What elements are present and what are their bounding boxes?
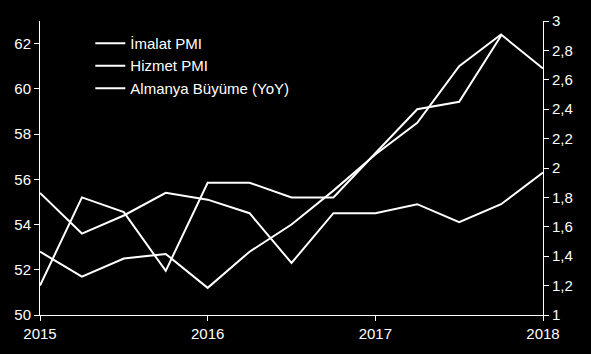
svg-text:2,6: 2,6 [552, 71, 573, 88]
svg-text:1,2: 1,2 [552, 277, 573, 294]
svg-text:62: 62 [14, 35, 31, 52]
svg-text:2,4: 2,4 [552, 100, 573, 117]
svg-text:50: 50 [14, 306, 31, 323]
svg-text:2017: 2017 [359, 325, 392, 342]
svg-text:1,6: 1,6 [552, 218, 573, 235]
svg-text:Hizmet PMI: Hizmet PMI [130, 57, 208, 74]
svg-text:52: 52 [14, 261, 31, 278]
svg-text:Almanya Büyüme (YoY): Almanya Büyüme (YoY) [130, 80, 289, 97]
svg-text:58: 58 [14, 125, 31, 142]
svg-text:2,2: 2,2 [552, 130, 573, 147]
svg-text:1: 1 [552, 306, 560, 323]
svg-text:1,4: 1,4 [552, 247, 573, 264]
svg-text:3: 3 [552, 12, 560, 29]
svg-text:2,8: 2,8 [552, 42, 573, 59]
svg-text:2018: 2018 [526, 325, 559, 342]
svg-text:54: 54 [14, 216, 31, 233]
svg-text:1,8: 1,8 [552, 189, 573, 206]
svg-text:60: 60 [14, 80, 31, 97]
svg-text:İmalat PMI: İmalat PMI [130, 35, 202, 52]
svg-text:2015: 2015 [23, 325, 56, 342]
svg-text:56: 56 [14, 171, 31, 188]
svg-text:2016: 2016 [191, 325, 224, 342]
svg-text:2: 2 [552, 159, 560, 176]
